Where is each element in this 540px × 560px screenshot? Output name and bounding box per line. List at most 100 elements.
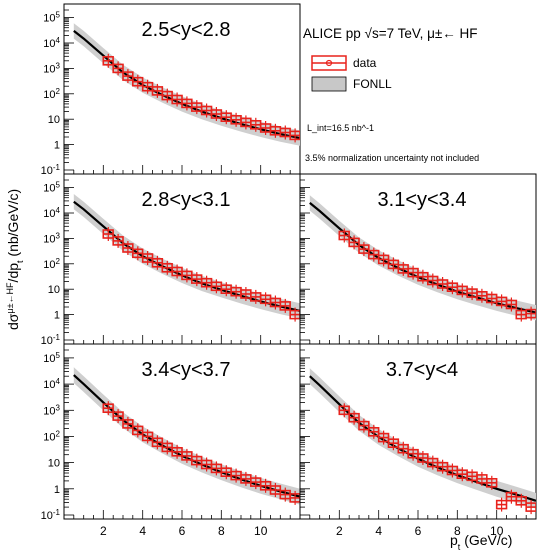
y-axis <box>300 179 310 341</box>
y-tick-label: 10-1 <box>41 163 61 178</box>
x-tick-label: 2 <box>100 524 107 538</box>
y-tick-label: 102 <box>43 256 60 271</box>
data-point <box>279 487 291 502</box>
x-tick-label: 4 <box>375 524 382 538</box>
y-tick-label: 105 <box>43 10 60 25</box>
data-point <box>210 279 223 294</box>
data-point <box>289 307 300 322</box>
legend-fonll-label: FONLL <box>353 77 392 91</box>
x-axis <box>73 165 291 174</box>
x-axis-title: pt (GeV/c) <box>450 532 512 552</box>
y-tick-label: 10-1 <box>41 333 61 348</box>
data-point <box>525 500 536 515</box>
x-tick-label: 4 <box>139 524 146 538</box>
data-point <box>240 287 252 301</box>
x-tick-label: 8 <box>218 524 225 538</box>
data-point <box>141 429 154 444</box>
data-point <box>407 446 419 461</box>
data-point <box>279 298 291 313</box>
rapidity-label: 3.4<y<3.7 <box>142 359 231 381</box>
y-tick-label: 102 <box>43 429 60 444</box>
y-tick-label: 103 <box>43 403 60 418</box>
panel-frame <box>63 173 301 345</box>
data-point <box>358 242 370 257</box>
y-tick-label: 102 <box>43 86 60 101</box>
legend-area: ALICE pp √s=7 TeV, μ±← HF data FONLL L_i… <box>303 26 479 163</box>
data-point <box>122 69 134 84</box>
data-point <box>102 53 114 68</box>
x-tick-label: 2 <box>336 524 343 538</box>
panel-2: 10-1 1 10 102 103 104 105 2.8<y<3.1 <box>41 173 301 348</box>
y-tick-label: 10 <box>48 284 60 296</box>
x-axis <box>309 335 527 344</box>
data-point <box>466 286 478 301</box>
x-axis: 2 4 6 8 10 <box>73 510 291 538</box>
panels: 10-11101021031041052.5<y<2.810-111010210… <box>41 3 537 538</box>
y-tick-label: 10-1 <box>41 508 61 523</box>
data-point <box>525 306 536 321</box>
data-point <box>485 475 498 490</box>
x-axis-label: pt (GeV/c) <box>450 532 512 552</box>
y-tick-label: 1 <box>54 484 60 496</box>
data-point <box>367 424 380 439</box>
legend-data-entry: data <box>311 55 377 71</box>
data-point <box>377 430 390 445</box>
x-axis <box>73 335 291 344</box>
y-tick-label: 104 <box>43 36 60 51</box>
legend-data-marker <box>325 59 333 67</box>
data-point <box>102 227 114 241</box>
legend-data-label: data <box>353 56 377 70</box>
x-tick-label: 10 <box>490 524 504 538</box>
data-point <box>112 409 124 424</box>
panel-1: 10-1 1 10 102 103 104 105 2.5<y<2.8 <box>41 3 301 178</box>
x-tick-label: 6 <box>415 524 422 538</box>
data-point <box>132 74 144 89</box>
y-axis: 10-1 1 10 102 103 104 105 <box>41 179 74 348</box>
rapidity-label: 3.7<y<4 <box>386 359 458 381</box>
panel-frame <box>63 3 301 175</box>
data-point <box>338 228 350 243</box>
rapidity-label: 2.8<y<3.1 <box>142 189 231 211</box>
y-tick-label: 103 <box>43 231 60 246</box>
data-point <box>289 128 300 143</box>
data-point <box>289 490 300 505</box>
data-point <box>495 497 508 512</box>
y-tick-label: 10 <box>48 114 60 126</box>
data-point <box>338 403 350 418</box>
data-point <box>397 441 409 456</box>
legend-fonll-entry: FONLL <box>311 76 392 92</box>
panel-frame <box>299 173 537 345</box>
data-point <box>377 252 390 267</box>
legend-fonll-swatch <box>311 76 347 92</box>
y-tick-label: 105 <box>43 350 60 365</box>
data-point <box>387 436 400 451</box>
y-axis-label: dσμ±←HF/dpt (nb/GeV/c) <box>5 189 25 330</box>
panel-3: 3.1<y<3.4 <box>299 173 537 345</box>
data-point <box>348 410 360 425</box>
data-point <box>259 478 272 493</box>
y-tick-label: 1 <box>54 310 60 322</box>
y-tick-label: 105 <box>43 180 60 195</box>
y-tick-label: 1 <box>54 140 60 152</box>
y-axis: 10-1 1 10 102 103 104 105 <box>41 349 74 523</box>
x-tick-label: 6 <box>179 524 186 538</box>
y-axis-title: dσμ±←HF/dpt (nb/GeV/c) <box>5 189 25 330</box>
data-point <box>505 297 518 312</box>
x-tick-label: 8 <box>454 524 461 538</box>
data-point <box>151 255 164 270</box>
luminosity-annotation: L_int=16.5 nb^-1 <box>307 123 374 133</box>
data-point <box>112 61 124 76</box>
data-point <box>112 233 124 248</box>
y-axis <box>300 349 310 516</box>
data-point <box>348 235 360 250</box>
y-tick-label: 104 <box>43 377 60 392</box>
x-axis: 2 4 6 8 10 <box>309 510 527 538</box>
legend-title: ALICE pp √s=7 TeV, μ±← HF <box>303 26 478 41</box>
y-tick-label: 10 <box>48 458 60 470</box>
rapidity-label: 3.1<y<3.4 <box>378 189 467 211</box>
x-tick-label: 10 <box>254 524 268 538</box>
data-point <box>122 241 134 255</box>
data-point <box>151 435 164 450</box>
data-point <box>515 493 527 508</box>
